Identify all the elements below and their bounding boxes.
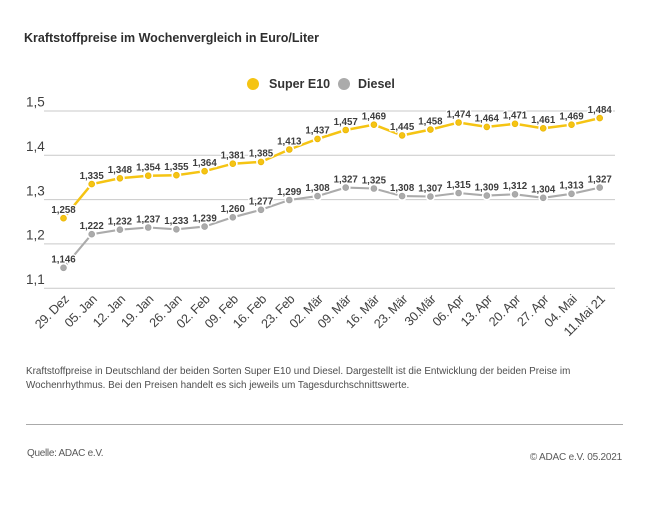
- svg-text:1,146: 1,146: [51, 255, 76, 266]
- svg-text:1,299: 1,299: [277, 187, 302, 198]
- svg-text:1,304: 1,304: [531, 185, 556, 196]
- svg-text:1,222: 1,222: [80, 221, 104, 232]
- svg-text:29. Dez: 29. Dez: [32, 292, 71, 331]
- svg-text:1,2: 1,2: [26, 228, 45, 243]
- svg-text:1,458: 1,458: [418, 116, 443, 127]
- svg-text:1,461: 1,461: [531, 115, 556, 126]
- svg-text:1,309: 1,309: [475, 182, 500, 193]
- svg-text:1,237: 1,237: [136, 214, 160, 225]
- svg-text:1,4: 1,4: [26, 139, 45, 154]
- svg-text:1,327: 1,327: [588, 174, 612, 185]
- svg-text:1,3: 1,3: [26, 183, 45, 198]
- svg-text:1,348: 1,348: [108, 165, 133, 176]
- svg-text:1,355: 1,355: [164, 162, 189, 173]
- svg-text:1,413: 1,413: [277, 136, 302, 147]
- svg-text:1,233: 1,233: [164, 216, 189, 227]
- svg-text:1,308: 1,308: [390, 183, 415, 194]
- svg-text:1,474: 1,474: [446, 109, 471, 120]
- svg-text:1,445: 1,445: [390, 122, 415, 133]
- svg-text:1,381: 1,381: [221, 151, 246, 162]
- svg-text:1,469: 1,469: [559, 112, 584, 123]
- svg-text:1,5: 1,5: [26, 95, 45, 110]
- svg-text:1,385: 1,385: [249, 149, 274, 160]
- svg-text:1,308: 1,308: [305, 183, 330, 194]
- svg-text:1,315: 1,315: [446, 180, 471, 191]
- svg-text:1,457: 1,457: [334, 117, 358, 128]
- svg-text:1,312: 1,312: [503, 181, 527, 192]
- svg-text:1,1: 1,1: [26, 272, 45, 287]
- svg-text:1,307: 1,307: [418, 183, 442, 194]
- svg-text:1,335: 1,335: [80, 171, 105, 182]
- svg-text:23. Mär: 23. Mär: [371, 291, 411, 331]
- svg-text:1,258: 1,258: [51, 205, 76, 216]
- svg-text:1,325: 1,325: [362, 175, 387, 186]
- svg-text:1,364: 1,364: [192, 158, 217, 169]
- svg-text:1,277: 1,277: [249, 197, 273, 208]
- svg-text:1,232: 1,232: [108, 217, 132, 228]
- svg-text:1,313: 1,313: [559, 181, 584, 192]
- svg-text:1,239: 1,239: [192, 213, 217, 224]
- svg-text:1,464: 1,464: [475, 114, 500, 125]
- svg-text:1,260: 1,260: [221, 204, 245, 215]
- svg-text:1,354: 1,354: [136, 163, 161, 174]
- svg-text:1,471: 1,471: [503, 111, 528, 122]
- svg-text:1,484: 1,484: [588, 105, 613, 116]
- svg-text:1,469: 1,469: [362, 112, 387, 123]
- svg-text:1,327: 1,327: [334, 174, 358, 185]
- svg-text:1,437: 1,437: [305, 126, 329, 137]
